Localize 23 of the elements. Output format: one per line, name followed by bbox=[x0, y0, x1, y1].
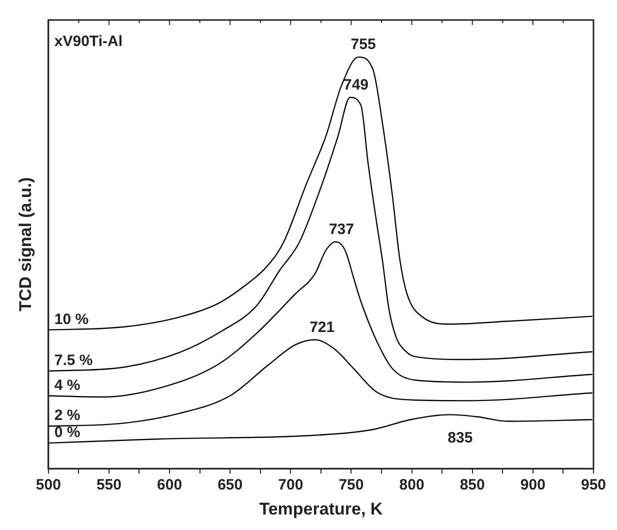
x-tick-label: 650 bbox=[218, 476, 243, 494]
x-tick-label: 950 bbox=[580, 476, 606, 494]
x-tick-label: 900 bbox=[520, 476, 546, 494]
series-label: 4 % bbox=[54, 376, 80, 394]
series-label: 2 % bbox=[54, 407, 80, 424]
series-label: 0 % bbox=[54, 424, 80, 442]
annotation: 749 bbox=[344, 76, 369, 94]
x-tick-label: 800 bbox=[399, 476, 424, 494]
y-axis-title: TCD signal (a.u.) bbox=[16, 177, 35, 312]
x-tick-label: 550 bbox=[96, 476, 122, 494]
x-tick-label: 750 bbox=[338, 476, 364, 494]
x-tick-label: 600 bbox=[157, 476, 182, 494]
text: xV90Ti-Al bbox=[54, 33, 122, 50]
series-label: 7.5 % bbox=[54, 352, 93, 370]
x-tick-label: 700 bbox=[278, 476, 304, 494]
x-tick-label: 850 bbox=[460, 476, 485, 494]
x-tick-label: 500 bbox=[36, 476, 61, 494]
x-axis-title: Temperature, K bbox=[259, 499, 384, 518]
annotation: 721 bbox=[310, 318, 335, 336]
annotation: 737 bbox=[328, 220, 354, 238]
series-label: 10 % bbox=[54, 310, 89, 328]
annotation: 835 bbox=[448, 429, 473, 446]
annotation: 755 bbox=[350, 36, 376, 54]
